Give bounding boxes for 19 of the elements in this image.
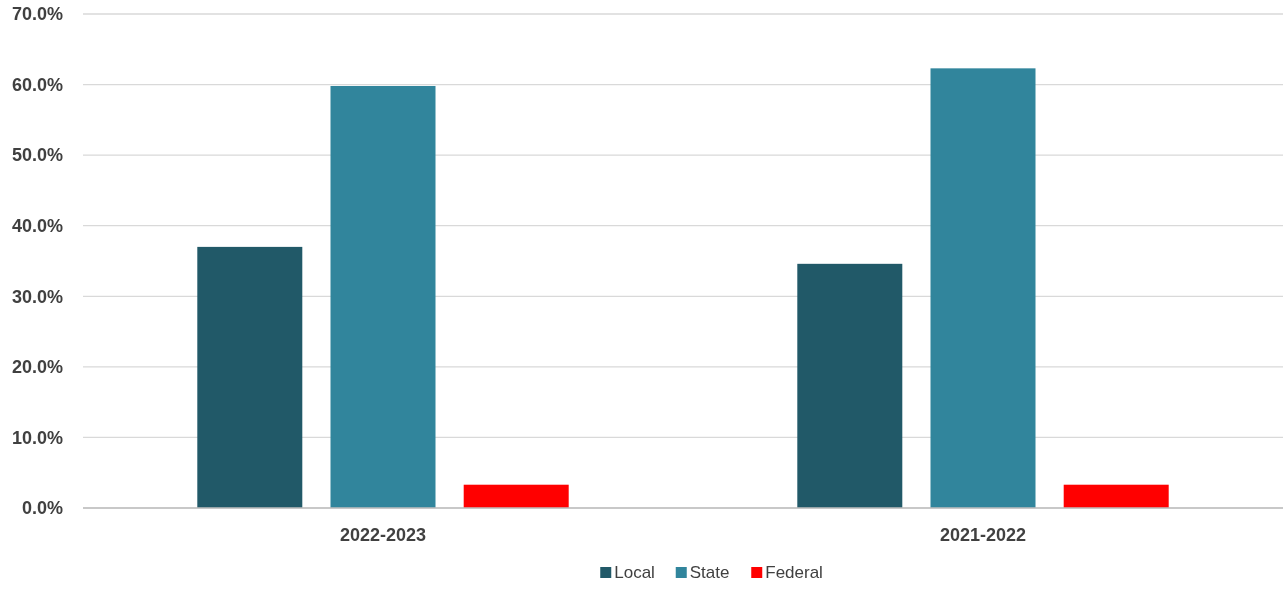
legend-label: State — [689, 563, 730, 582]
y-tick-label: 0.0% — [21, 498, 63, 519]
legend-label: Federal — [765, 563, 823, 582]
y-tick-label: 40.0% — [11, 216, 63, 237]
legend-label: Local — [614, 563, 655, 582]
y-tick-label: 60.0% — [11, 74, 63, 95]
bar — [463, 484, 569, 508]
bar — [1063, 484, 1169, 508]
y-tick-label: 30.0% — [11, 286, 63, 307]
x-tick-label: 2021-2022 — [939, 525, 1027, 545]
bar — [930, 68, 1036, 508]
bar — [797, 263, 903, 508]
y-tick-label: 10.0% — [11, 427, 63, 448]
bar — [197, 246, 303, 508]
y-tick-label: 70.0% — [11, 4, 63, 25]
y-tick-label: 50.0% — [11, 145, 63, 166]
y-tick-label: 20.0% — [11, 357, 63, 378]
bar — [330, 85, 436, 508]
x-tick-label: 2022-2023 — [339, 525, 427, 545]
